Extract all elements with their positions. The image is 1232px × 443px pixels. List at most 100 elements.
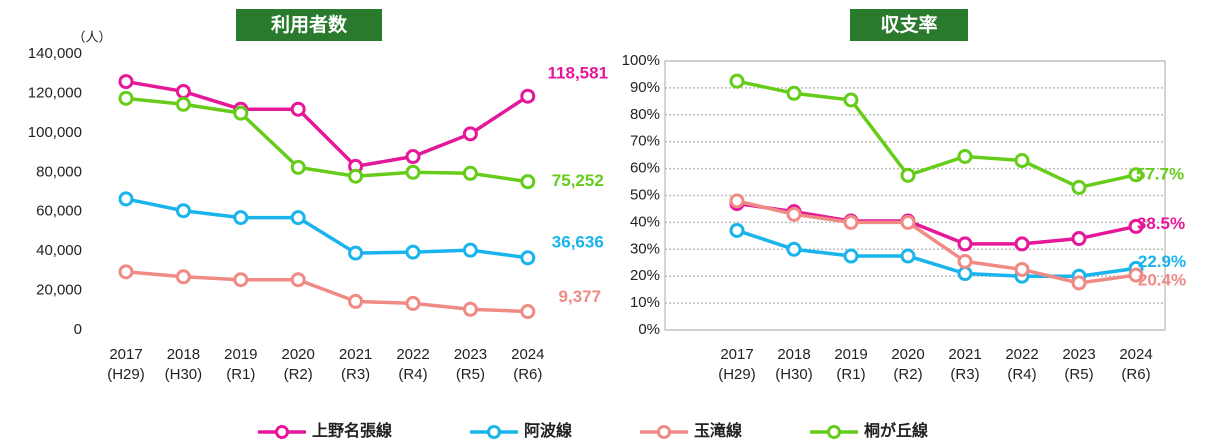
data-point (462, 301, 478, 317)
x-tick-label: 2017 (H29) (718, 346, 756, 383)
legend-label: 上野名張線 (312, 421, 392, 440)
data-point (290, 210, 306, 226)
y-tick-label: 70% (630, 133, 660, 150)
series-line (736, 201, 1137, 246)
series-line (125, 270, 528, 314)
data-point (290, 159, 306, 175)
x-tick-label: 2020 (R2) (891, 346, 924, 383)
y-tick-label: 10% (630, 294, 660, 311)
data-point (348, 245, 364, 261)
y-tick-label: 80,000 (36, 163, 82, 180)
x-tick-label: 2018 (H30) (165, 346, 203, 383)
legend-label: 玉滝線 (694, 421, 742, 440)
data-point (118, 74, 134, 90)
data-point (118, 191, 134, 207)
y-tick-label: 140,000 (28, 45, 82, 62)
data-point (462, 165, 478, 181)
data-point (843, 92, 859, 108)
data-point (786, 85, 802, 101)
title-box (236, 9, 382, 41)
data-point (175, 269, 191, 285)
legend-marker (487, 425, 501, 439)
data-point (405, 295, 421, 311)
data-point (957, 236, 973, 252)
data-point (1128, 267, 1144, 283)
data-point (1128, 167, 1144, 183)
series-line (736, 199, 1137, 285)
value-label: 22.9% (1138, 252, 1186, 271)
data-point (290, 272, 306, 288)
value-label: 20.4% (1138, 271, 1186, 290)
data-point (843, 248, 859, 264)
data-point (520, 250, 536, 266)
data-point (462, 126, 478, 142)
legend-label: 桐が丘線 (864, 421, 928, 440)
data-point (957, 148, 973, 164)
series-line (736, 79, 1137, 190)
value-label: 118,581 (548, 64, 609, 83)
y-tick-label: 100,000 (28, 124, 82, 141)
y-tick-label: 60% (630, 160, 660, 177)
data-point (348, 168, 364, 184)
y-tick-label: 90% (630, 79, 660, 96)
data-point (405, 244, 421, 260)
x-tick-label: 2021 (R3) (948, 346, 981, 383)
y-tick-label: 60,000 (36, 203, 82, 220)
y-tick-label: 120,000 (28, 84, 82, 101)
data-point (1014, 153, 1030, 169)
y-tick-label: 30% (630, 240, 660, 257)
x-tick-label: 2024 (R6) (511, 346, 544, 383)
data-point (729, 222, 745, 238)
x-tick-label: 2022 (R4) (1005, 346, 1038, 383)
legend-label: 阿波線 (524, 421, 572, 440)
x-tick-label: 2018 (H30) (775, 346, 813, 383)
x-tick-label: 2023 (R5) (454, 346, 487, 383)
data-point (520, 304, 536, 320)
data-point (175, 203, 191, 219)
y-tick-label: 0 (74, 321, 82, 338)
x-tick-label: 2022 (R4) (396, 346, 429, 383)
data-point (175, 83, 191, 99)
x-tick-label: 2019 (R1) (834, 346, 867, 383)
data-point (900, 214, 916, 230)
series-line (125, 79, 529, 169)
data-point (118, 90, 134, 106)
legend-marker (827, 425, 841, 439)
data-point (1014, 236, 1030, 252)
legend-marker (275, 425, 289, 439)
x-tick-label: 2021 (R3) (339, 346, 372, 383)
data-point (520, 88, 536, 104)
data-point (957, 253, 973, 269)
data-point (729, 73, 745, 89)
data-point (175, 96, 191, 112)
y-tick-label: 40,000 (36, 242, 82, 259)
y-tick-label: 100% (622, 52, 660, 69)
x-tick-label: 2023 (R5) (1062, 346, 1095, 383)
value-label: 9,377 (559, 287, 602, 306)
legend-marker (657, 425, 671, 439)
data-point (233, 105, 249, 121)
data-point (900, 248, 916, 264)
data-point (348, 293, 364, 309)
y-tick-label: 80% (630, 106, 660, 123)
data-point (1071, 275, 1087, 291)
y-tick-label: 20,000 (36, 282, 82, 299)
data-point (1128, 218, 1144, 234)
y-tick-label: 50% (630, 186, 660, 203)
x-tick-label: 2020 (R2) (282, 346, 315, 383)
data-point (462, 242, 478, 258)
data-point (1071, 231, 1087, 247)
value-label: 38.5% (1137, 214, 1185, 233)
series-line (736, 228, 1137, 278)
data-point (290, 101, 306, 117)
data-point (405, 164, 421, 180)
y-tick-label: 40% (630, 213, 660, 230)
data-point (405, 149, 421, 165)
y-tick-label: 0% (638, 321, 660, 338)
data-point (843, 214, 859, 230)
series-line (125, 197, 529, 260)
data-point (900, 167, 916, 183)
data-point (1014, 261, 1030, 277)
x-tick-label: 2024 (R6) (1119, 346, 1152, 383)
